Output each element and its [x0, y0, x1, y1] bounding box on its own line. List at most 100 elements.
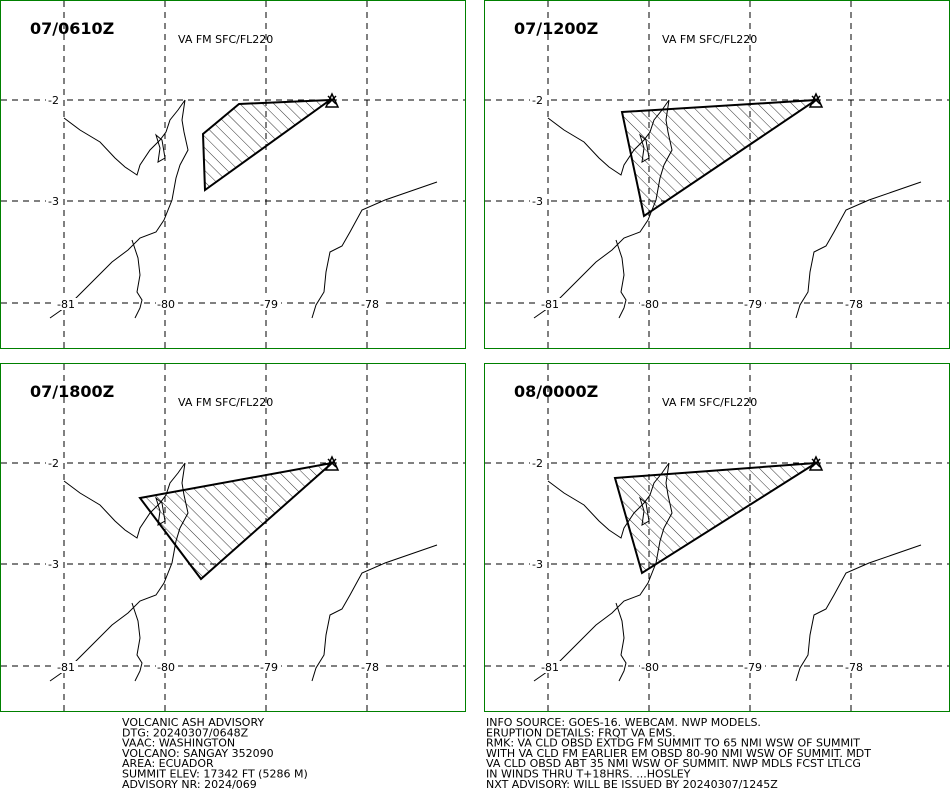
panel-time: 07/1800Z [30, 382, 114, 401]
advisory-line: RMK: VA CLD OBSD EXTDG FM SUMMIT TO 65 N… [486, 737, 860, 750]
label-bg [46, 558, 62, 570]
coastline [131, 239, 143, 319]
panel-time: 07/1200Z [514, 19, 598, 38]
advisory-line: VOLCANO: SANGAY 352090 [122, 747, 274, 760]
volcano-x [811, 458, 821, 468]
advisory-line: INFO SOURCE: GOES-16. WEBCAM. NWP MODELS… [486, 716, 761, 729]
coastline [795, 544, 922, 682]
label-bg [46, 457, 62, 469]
advisory-line: VAAC: WASHINGTON [122, 737, 235, 750]
lat-label: -3 [48, 558, 59, 571]
volcano-marker [324, 92, 340, 108]
advisory-line: ERUPTION DETAILS: FRQT VA EMS. [486, 726, 676, 739]
ash-cloud [201, 98, 334, 192]
label-bg [540, 298, 562, 310]
volcano-marker [808, 455, 824, 471]
label-bg [743, 661, 765, 673]
lon-label: -81 [541, 298, 559, 311]
label-bg [259, 661, 281, 673]
ash-cloud [620, 98, 820, 218]
advisory-line: WITH VA CLD FM EARLIER EM OBSD 80-90 NMI… [486, 747, 871, 760]
lat-label: -2 [48, 94, 59, 107]
label-bg [56, 661, 78, 673]
label-bg [360, 298, 382, 310]
label-bg [530, 195, 546, 207]
coastline [311, 544, 438, 682]
coastline [131, 602, 143, 682]
lon-label: -81 [57, 298, 75, 311]
volcano-x [811, 95, 821, 105]
advisory-line: VA CLD OBSD ABT 35 NMI WSW OF SUMMIT. NW… [486, 757, 861, 770]
lon-label: -81 [57, 661, 75, 674]
map-panel: 07/0610Z VA FM SFC/FL220 -2 -3 -81 -80 -79 -78 [0, 0, 466, 349]
lon-label: -80 [641, 298, 659, 311]
advisory-line: ADVISORY NR: 2024/069 [122, 778, 257, 791]
panel-time: 08/0000Z [514, 382, 598, 401]
advisory-line: NXT ADVISORY: WILL BE ISSUED BY 20240307… [486, 778, 778, 791]
advisory-line: DTG: 20240307/0648Z [122, 726, 249, 739]
ash-cloud [138, 461, 336, 581]
map-panel: 07/1200Z VA FM SFC/FL220 -2 -3 -81 -80 -79 -78 [484, 0, 950, 349]
advisory-line: IN WINDS THRU T+18HRS. ...HOSLEY [486, 768, 691, 781]
advisory-line: AREA: ECUADOR [122, 757, 214, 770]
label-bg [156, 661, 178, 673]
lat-label: -2 [48, 457, 59, 470]
advisory-line: SUMMIT ELEV: 17342 FT (5286 M) [122, 768, 308, 781]
volcano-x [327, 95, 337, 105]
lon-label: -78 [361, 661, 379, 674]
label-bg [844, 661, 866, 673]
label-bg [844, 298, 866, 310]
volcano-marker [808, 92, 824, 108]
panel-border [0, 363, 466, 712]
label-bg [640, 661, 662, 673]
label-bg [156, 298, 178, 310]
coastline [311, 181, 438, 319]
panel-border [484, 363, 950, 712]
volcano-marker [324, 455, 340, 471]
panel-subtitle: VA FM SFC/FL220 [178, 396, 273, 409]
panel-border [0, 0, 466, 349]
label-bg [540, 661, 562, 673]
coastline [49, 462, 189, 682]
label-bg [46, 94, 62, 106]
lon-label: -78 [845, 661, 863, 674]
label-bg [259, 298, 281, 310]
label-bg [530, 558, 546, 570]
label-bg [56, 298, 78, 310]
panel-subtitle: VA FM SFC/FL220 [662, 396, 757, 409]
lon-label: -80 [641, 661, 659, 674]
panel-subtitle: VA FM SFC/FL220 [178, 33, 273, 46]
lon-label: -78 [845, 298, 863, 311]
lon-label: -80 [157, 298, 175, 311]
lat-label: -2 [532, 94, 543, 107]
coastline [155, 133, 166, 163]
lon-label: -80 [157, 661, 175, 674]
lon-label: -81 [541, 661, 559, 674]
ash-cloud [613, 462, 817, 575]
lon-label: -78 [361, 298, 379, 311]
coastline [795, 181, 922, 319]
label-bg [360, 661, 382, 673]
coastline [49, 99, 189, 319]
lat-label: -2 [532, 457, 543, 470]
lat-label: -3 [532, 195, 543, 208]
lat-label: -3 [48, 195, 59, 208]
label-bg [530, 94, 546, 106]
volcano-x [327, 458, 337, 468]
label-bg [640, 298, 662, 310]
label-bg [530, 457, 546, 469]
coastline [615, 239, 627, 319]
panel-subtitle: VA FM SFC/FL220 [662, 33, 757, 46]
map-panel: 07/1800Z VA FM SFC/FL220 -2 -3 -81 -80 -79 -78 [0, 363, 466, 712]
panel-time: 07/0610Z [30, 19, 114, 38]
lat-label: -3 [532, 558, 543, 571]
lon-label: -79 [260, 661, 278, 674]
label-bg [743, 298, 765, 310]
coastline [615, 602, 627, 682]
advisory-line: VOLCANIC ASH ADVISORY [122, 716, 264, 729]
lon-label: -79 [744, 298, 762, 311]
lon-label: -79 [744, 661, 762, 674]
lon-label: -79 [260, 298, 278, 311]
